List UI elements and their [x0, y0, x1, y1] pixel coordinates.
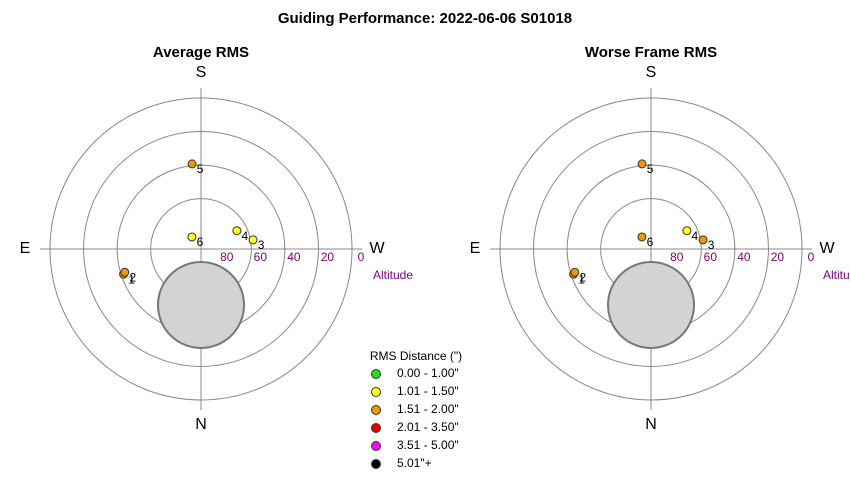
- obstruction: [607, 261, 695, 349]
- point: [570, 267, 580, 277]
- subplot-title: Average RMS: [153, 44, 249, 61]
- legend-label: 2.01 - 3.50": [397, 420, 459, 434]
- point: [187, 159, 197, 169]
- point-label: 6: [197, 235, 204, 249]
- point-label: 5: [647, 162, 654, 176]
- r-tick-label: 60: [254, 250, 268, 264]
- point-label: 1: [578, 272, 585, 286]
- point: [637, 159, 647, 169]
- point: [698, 235, 708, 245]
- legend-label: 0.00 - 1.00": [397, 366, 459, 380]
- legend-marker: [371, 441, 381, 451]
- point: [187, 232, 197, 242]
- direction-label: E: [470, 240, 481, 257]
- point-label: 4: [242, 229, 249, 243]
- point-label: 6: [647, 235, 654, 249]
- legend-marker: [371, 369, 381, 379]
- r-tick-label: 80: [220, 250, 234, 264]
- direction-label: N: [195, 416, 207, 433]
- chart-title: Guiding Performance: 2022-06-06 S01018: [278, 10, 572, 27]
- point: [120, 267, 130, 277]
- r-tick-label: 40: [287, 250, 301, 264]
- point-label: 4: [692, 229, 699, 243]
- legend-title: RMS Distance ("): [370, 349, 462, 363]
- r-tick-label: 0: [808, 250, 815, 264]
- legend-marker: [371, 423, 381, 433]
- r-tick-label: 60: [704, 250, 718, 264]
- point: [637, 232, 647, 242]
- point-label: 3: [258, 238, 265, 252]
- r-tick-label: 80: [670, 250, 684, 264]
- legend-marker: [371, 459, 381, 469]
- r-tick-label: 40: [737, 250, 751, 264]
- point-label: 5: [197, 162, 204, 176]
- legend-label: 5.01"+: [397, 456, 432, 470]
- point-label: 3: [708, 238, 715, 252]
- r-tick-label: 0: [358, 250, 365, 264]
- obstruction: [157, 261, 245, 349]
- legend-label: 1.51 - 2.00": [397, 402, 459, 416]
- point: [248, 235, 258, 245]
- direction-label: W: [819, 240, 835, 257]
- subplot-title: Worse Frame RMS: [585, 44, 717, 61]
- r-axis-label: Altitude: [823, 268, 850, 282]
- r-tick-label: 20: [321, 250, 335, 264]
- point-label: 2: [579, 270, 586, 284]
- point: [232, 226, 242, 236]
- legend-marker: [371, 387, 381, 397]
- r-tick-label: 20: [771, 250, 785, 264]
- point: [682, 226, 692, 236]
- direction-label: S: [196, 64, 207, 81]
- direction-label: W: [369, 240, 385, 257]
- direction-label: N: [645, 416, 657, 433]
- point-label: 1: [128, 272, 135, 286]
- direction-label: E: [20, 240, 31, 257]
- legend-label: 1.01 - 1.50": [397, 384, 459, 398]
- direction-label: S: [646, 64, 657, 81]
- r-axis-label: Altitude: [373, 268, 413, 282]
- legend-marker: [371, 405, 381, 415]
- point-label: 2: [129, 270, 136, 284]
- legend-label: 3.51 - 5.00": [397, 438, 459, 452]
